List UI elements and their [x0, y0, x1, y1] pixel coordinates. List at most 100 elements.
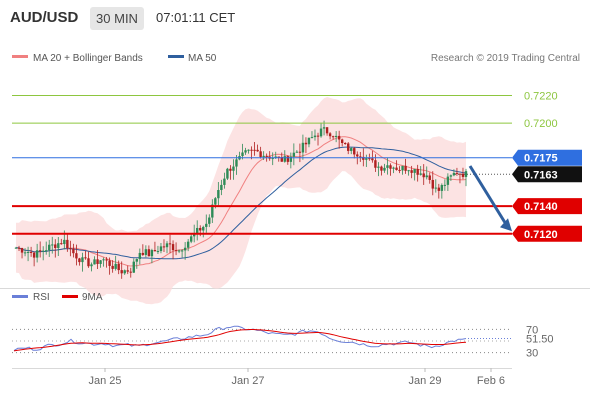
- candle-body: [253, 149, 256, 151]
- rsi-tick-30: 30: [526, 348, 538, 360]
- candle-body: [307, 137, 311, 145]
- candle-body: [316, 135, 320, 137]
- candle-body: [310, 137, 314, 139]
- candle-body: [343, 143, 347, 145]
- candle-body: [45, 250, 48, 252]
- candle-body: [226, 168, 229, 179]
- rsi-legend-swatch: [12, 295, 28, 298]
- candle-body: [241, 152, 244, 157]
- candle-body: [365, 158, 368, 160]
- rsi-legend-label: RSI: [33, 292, 50, 303]
- candle-body: [383, 167, 386, 171]
- candle-body: [262, 155, 265, 158]
- timeframe-button[interactable]: 30 MIN: [90, 7, 144, 30]
- candle-body: [208, 217, 211, 224]
- credit-text: Research © 2019 Trading Central: [431, 53, 580, 64]
- x-axis: Jan 25 Jan 27 Jan 29 Feb 6: [88, 368, 505, 387]
- level-tag-0.7140: [512, 198, 582, 215]
- candle-body: [199, 227, 202, 231]
- candle-body: [322, 127, 326, 129]
- level-tag-0.7163: [512, 166, 582, 183]
- bollinger-band: [16, 97, 466, 305]
- candle-body: [347, 143, 350, 151]
- candle-body: [144, 249, 148, 255]
- candle-body: [431, 179, 434, 189]
- candle-body: [117, 263, 120, 271]
- candle-body: [313, 135, 317, 138]
- candle-body: [41, 250, 45, 252]
- candle-body: [123, 270, 126, 274]
- candle-body: [192, 233, 196, 237]
- candle-body: [202, 226, 205, 231]
- candle-body: [159, 246, 163, 252]
- candle-body: [141, 252, 145, 255]
- candle-body: [171, 244, 175, 251]
- ma50-legend-label: MA 50: [188, 53, 217, 64]
- candle-body: [277, 156, 280, 158]
- candle-body: [51, 244, 54, 246]
- candle-body: [87, 258, 90, 267]
- candle-body: [289, 156, 293, 162]
- candle-body: [156, 251, 160, 253]
- candle-body: [102, 259, 105, 261]
- candle-body: [29, 251, 33, 253]
- rsi-panel: 70 30 51.50: [12, 324, 554, 369]
- candle-body: [177, 250, 181, 252]
- candle-body: [165, 243, 169, 248]
- candle-body: [250, 149, 253, 151]
- candle-body: [353, 148, 356, 155]
- forecast-arrow-head: [500, 218, 512, 232]
- candle-body: [48, 244, 51, 251]
- ma9-legend-label: 9MA: [82, 292, 103, 303]
- candle-body: [232, 166, 235, 171]
- candle-body: [398, 169, 401, 171]
- price-legend: MA 20 + Bollinger Bands MA 50 Research ©…: [12, 53, 580, 64]
- candle-body: [286, 156, 290, 162]
- candle-body: [425, 175, 428, 178]
- bollinger-legend-swatch: [12, 55, 28, 58]
- candle-body: [377, 166, 380, 168]
- candle-body: [93, 259, 96, 265]
- timestamp: 07:01:11 CET: [156, 10, 236, 25]
- ma9-line: [13, 329, 467, 352]
- candle-body: [461, 173, 465, 177]
- candle-body: [404, 165, 407, 171]
- candle-body: [334, 135, 338, 138]
- candle-body: [60, 243, 63, 245]
- level-tag-0.7120: [512, 225, 582, 242]
- candle-body: [446, 176, 450, 185]
- candle-body: [380, 166, 383, 171]
- level-label-0.7140: 0.7140: [524, 201, 558, 213]
- candle-body: [389, 165, 392, 169]
- candle-body: [295, 151, 299, 153]
- candle-body: [407, 170, 410, 172]
- candle-body: [337, 135, 341, 140]
- candle-body: [32, 252, 36, 258]
- ma50-line: [15, 146, 467, 260]
- level-label-0.7200: 0.7200: [524, 118, 558, 130]
- symbol-label: AUD/USD: [10, 9, 79, 26]
- candle-body: [449, 175, 453, 177]
- candle-body: [66, 239, 69, 249]
- level-label-0.7120: 0.7120: [524, 229, 558, 241]
- candle-body: [26, 251, 30, 253]
- candle-body: [38, 250, 42, 252]
- level-label-0.7220: 0.7220: [524, 90, 558, 102]
- candle-body: [410, 170, 413, 173]
- candle-body: [150, 250, 154, 257]
- candle-body: [99, 260, 102, 264]
- candle-body: [325, 127, 329, 134]
- level-tag-0.7175: [512, 149, 582, 166]
- candle-body: [259, 151, 262, 158]
- rsi-current-label: 51.50: [526, 334, 554, 346]
- candle-body: [443, 184, 447, 186]
- candle-body: [319, 128, 323, 137]
- candle-body: [356, 154, 359, 157]
- candle-body: [386, 165, 389, 168]
- candle-body: [211, 204, 214, 218]
- level-tag-0.7200: [512, 115, 582, 132]
- candle-body: [186, 241, 190, 248]
- candle-body: [304, 142, 308, 145]
- candle-body: [280, 156, 283, 162]
- candle-body: [54, 244, 57, 248]
